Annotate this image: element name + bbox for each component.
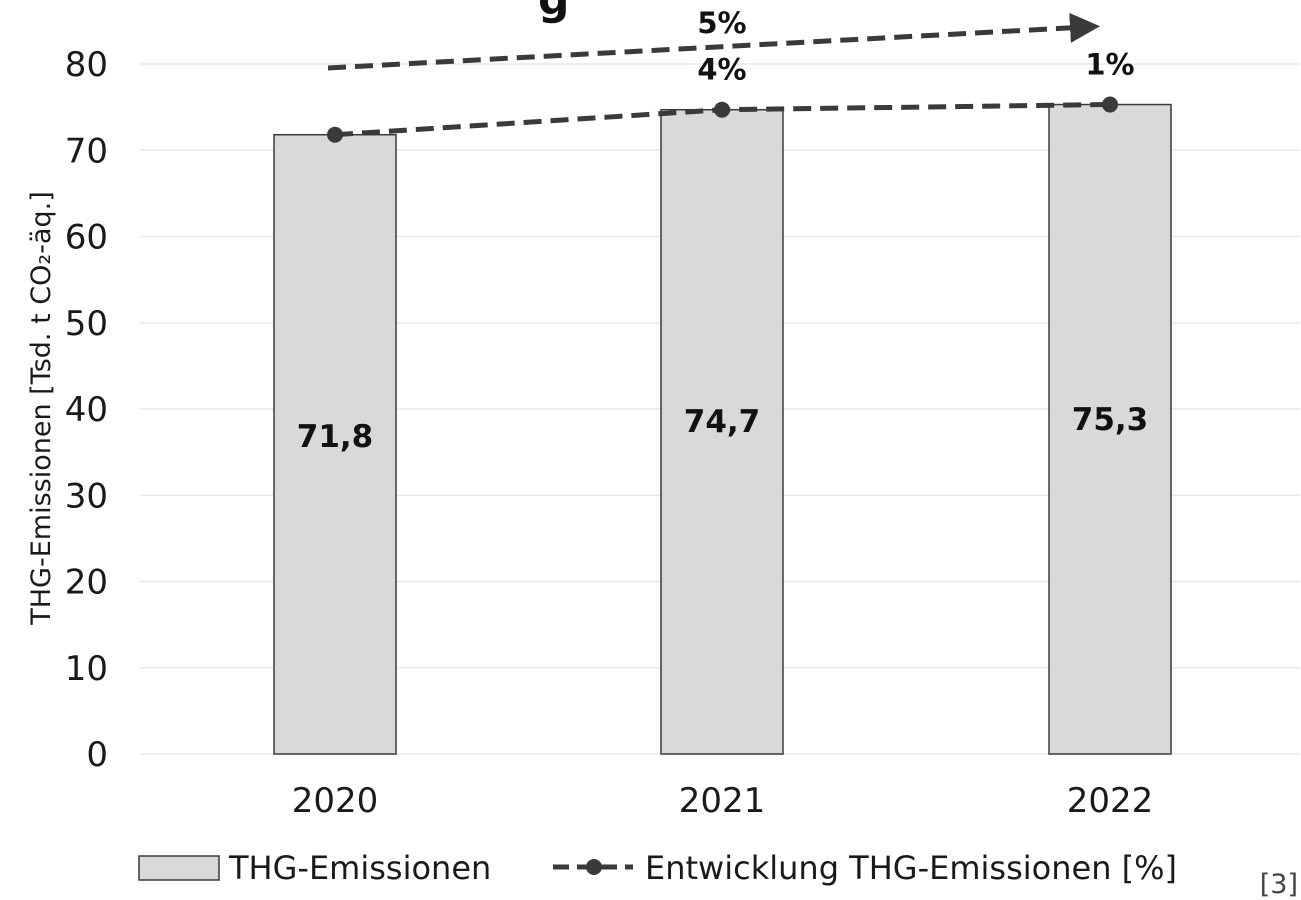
x-tick-label: 2021 (679, 781, 766, 821)
y-tick-label: 60 (65, 218, 108, 258)
y-axis-label: THG-Emissionen [Tsd. t CO₂-äq.] (26, 191, 57, 625)
y-tick-label: 30 (65, 476, 108, 516)
x-tick-label: 2020 (292, 781, 379, 821)
y-tick-label: 20 (65, 563, 108, 603)
trend-point-label: 4% (697, 53, 746, 87)
trend-point-label: 1% (1085, 48, 1134, 82)
source-reference: [3] (1260, 869, 1298, 900)
legend: THG-Emissionen Entwicklung THG-Emissione… (138, 849, 1177, 887)
legend-line-label: Entwicklung THG-Emissionen [%] (645, 849, 1177, 887)
y-tick-label: 80 (65, 45, 108, 85)
trend-point-2022 (1102, 96, 1118, 113)
bar-2022 (1048, 103, 1172, 755)
legend-line-marker (586, 859, 602, 875)
y-tick-label: 50 (65, 304, 108, 344)
y-tick-label: 40 (65, 390, 108, 430)
bar-value-label: 74,7 (684, 404, 761, 440)
bars (273, 103, 1172, 755)
trend-arrow-label: 5% (697, 6, 746, 40)
y-tick-label: 70 (65, 131, 108, 171)
bar-value-label: 75,3 (1072, 402, 1149, 438)
trend-point-2021 (714, 101, 730, 118)
bar-2020 (273, 133, 397, 755)
bar-value-label: 71,8 (297, 419, 374, 455)
trend-arrow-line (327, 12, 1100, 71)
trend-arrow: 5% (327, 6, 1100, 71)
trend-line: 4% 1% (327, 48, 1135, 143)
x-axis-ticks: 2020 2021 2022 (292, 781, 1154, 821)
trend-point-2020 (327, 126, 343, 143)
bar-value-labels: 71,8 74,7 75,3 (297, 402, 1149, 455)
x-tick-label: 2022 (1067, 781, 1154, 821)
legend-bar-label: THG-Emissionen (228, 849, 491, 887)
chart-title-fragment: g (538, 0, 570, 25)
legend-bar-swatch (138, 855, 220, 881)
y-tick-label: 0 (86, 735, 108, 775)
bar-2021 (660, 108, 784, 755)
y-axis-ticks: 0 10 20 30 40 50 60 70 80 (65, 45, 108, 775)
y-tick-label: 10 (65, 649, 108, 689)
